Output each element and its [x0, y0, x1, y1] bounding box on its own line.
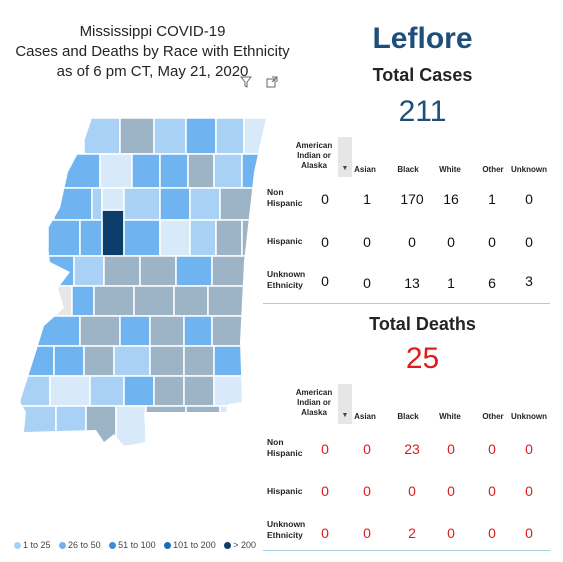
row-label-hispanic: Hispanic — [267, 486, 303, 496]
cell: 0 — [363, 441, 371, 457]
chevron-down-icon: ▼ — [341, 165, 349, 172]
cell: 0 — [525, 234, 533, 250]
legend-item-4: 101 to 200 — [164, 540, 216, 550]
row-label-unknown-ethnicity: Unknown Ethnicity — [267, 269, 306, 290]
cell: 0 — [408, 483, 416, 499]
cell: 0 — [363, 483, 371, 499]
title-line-1: Mississippi COVID-19 — [79, 23, 226, 40]
legend-item-2: 26 to 50 — [59, 540, 101, 550]
cell: 0 — [525, 191, 533, 207]
cell: 0 — [363, 525, 371, 541]
cell: 0 — [525, 441, 533, 457]
cell: 0 — [321, 483, 329, 499]
row-label-non-hispanic: Non Hispanic — [267, 437, 303, 458]
cell: 0 — [321, 234, 329, 250]
cell: 1 — [363, 191, 371, 207]
visual-header-icons — [239, 75, 288, 93]
chevron-down-icon: ▼ — [341, 412, 349, 419]
focus-mode-icon[interactable] — [266, 75, 280, 89]
cell: 0 — [447, 525, 455, 541]
col-header-asian[interactable]: Asian — [354, 412, 376, 421]
total-deaths-value: 25 — [405, 342, 440, 375]
legend-dot — [164, 542, 172, 550]
legend-dot — [224, 542, 232, 550]
county-map[interactable] — [14, 112, 274, 452]
cell: 13 — [404, 275, 420, 291]
col-header-black[interactable]: Black — [397, 165, 419, 174]
map-legend: 1 to 25 26 to 50 51 to 100 101 to 200 > … — [14, 540, 262, 550]
deaths-table: American Indian or Alaska ▼ Asian Black … — [263, 382, 553, 550]
cell: 23 — [404, 441, 420, 457]
col-header-american-indian[interactable]: American Indian or Alaska — [295, 388, 333, 417]
cell: 0 — [525, 483, 533, 499]
cell: 0 — [363, 275, 371, 291]
cell: 0 — [447, 234, 455, 250]
cell: 16 — [443, 191, 459, 207]
cell: 0 — [321, 273, 329, 289]
row-label-non-hispanic: Non Hispanic — [267, 187, 303, 208]
row-label-unknown-ethnicity: Unknown Ethnicity — [267, 519, 306, 540]
cell: 0 — [488, 483, 496, 499]
cell: 3 — [525, 273, 533, 289]
legend-dot — [109, 542, 117, 550]
cell: 170 — [400, 191, 424, 207]
cell: 0 — [525, 525, 533, 541]
col-header-white[interactable]: White — [439, 165, 461, 174]
cell: 0 — [488, 234, 496, 250]
col-header-american-indian[interactable]: American Indian or Alaska — [295, 141, 333, 170]
col-header-unknown[interactable]: Unknown — [511, 165, 547, 174]
title-line-3: as of 6 pm CT, May 21, 2020 — [56, 63, 249, 80]
row-label-hispanic: Hispanic — [267, 236, 303, 246]
col-header-other[interactable]: Other — [482, 412, 504, 421]
cell: 0 — [488, 441, 496, 457]
col-header-unknown[interactable]: Unknown — [511, 412, 547, 421]
cell: 0 — [447, 441, 455, 457]
cell: 0 — [321, 441, 329, 457]
cell: 0 — [488, 525, 496, 541]
total-cases-value: 211 — [398, 95, 447, 128]
legend-item-3: 51 to 100 — [109, 540, 156, 550]
legend-item-5: > 200 — [224, 540, 256, 550]
sort-toggle[interactable]: ▼ — [338, 137, 352, 177]
cell: 0 — [321, 191, 329, 207]
total-deaths-title: Total Deaths — [369, 314, 476, 334]
total-cases-title: Total Cases — [372, 65, 473, 85]
cell: 0 — [321, 525, 329, 541]
cell: 6 — [488, 275, 496, 291]
cell: 1 — [488, 191, 496, 207]
col-header-black[interactable]: Black — [397, 412, 419, 421]
filter-icon[interactable] — [239, 75, 254, 89]
cases-table: American Indian or Alaska ▼ Asian Black … — [263, 135, 553, 300]
col-header-white[interactable]: White — [439, 412, 461, 421]
section-divider — [263, 303, 550, 304]
cell: 2 — [408, 525, 416, 541]
cell: 0 — [447, 483, 455, 499]
sort-toggle[interactable]: ▼ — [338, 384, 352, 424]
cell: 0 — [363, 234, 371, 250]
legend-dot — [14, 542, 21, 550]
cell: 1 — [447, 275, 455, 291]
cell: 0 — [408, 234, 416, 250]
chart-title: Mississippi COVID-19 Cases and Deaths by… — [0, 22, 305, 82]
title-line-2: Cases and Deaths by Race with Ethnicity — [15, 43, 290, 60]
county-name: Leflore — [372, 22, 473, 55]
county-tiles — [20, 118, 266, 446]
col-header-other[interactable]: Other — [482, 165, 504, 174]
section-divider — [263, 550, 550, 551]
legend-item-1: 1 to 25 — [14, 540, 51, 550]
col-header-asian[interactable]: Asian — [354, 165, 376, 174]
legend-dot — [59, 542, 67, 550]
